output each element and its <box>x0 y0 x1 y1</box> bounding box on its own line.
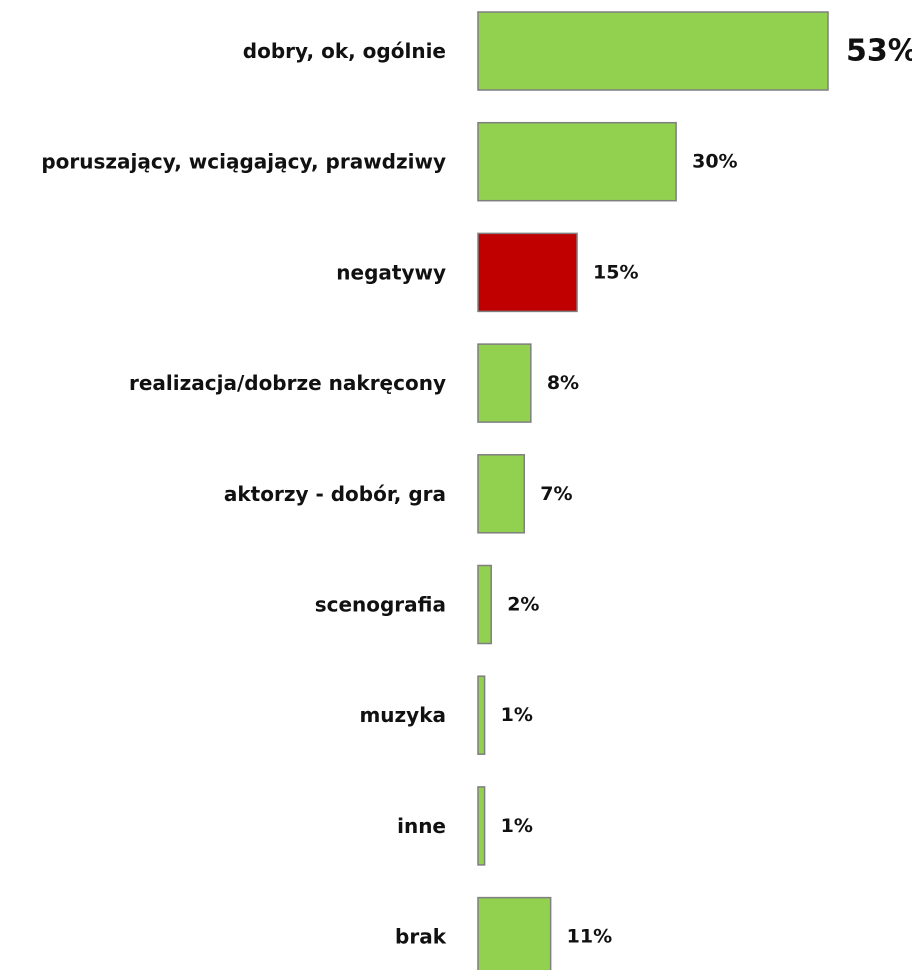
category-label-1: poruszający, wciągający, prawdziwy <box>41 150 446 174</box>
bar-5 <box>477 564 492 645</box>
value-label-5: 2% <box>507 594 539 616</box>
bars-group <box>477 11 829 970</box>
bar-2 <box>477 232 578 313</box>
category-label-4: aktorzy - dobór, gra <box>224 482 446 506</box>
value-label-2: 15% <box>593 261 638 283</box>
bar-4 <box>477 454 525 534</box>
value-label-4: 7% <box>540 483 572 505</box>
bar-6 <box>477 675 486 755</box>
category-label-0: dobry, ok, ogólnie <box>243 39 446 63</box>
category-labels-group: dobry, ok, ogólnie poruszający, wciągając… <box>41 39 446 949</box>
category-label-3: realizacja/dobrze nakręcony <box>129 371 446 395</box>
value-label-7: 1% <box>501 815 533 837</box>
value-label-0: 53% <box>846 34 912 69</box>
value-label-8: 11% <box>567 926 612 948</box>
bar-8 <box>477 896 552 970</box>
bar-1 <box>477 121 677 202</box>
bar-7 <box>477 786 486 866</box>
value-label-6: 1% <box>501 704 533 726</box>
value-label-1: 30% <box>692 151 737 173</box>
category-label-2: negatywy <box>336 260 446 284</box>
value-label-3: 8% <box>547 372 579 394</box>
category-label-5: scenografia <box>315 593 446 617</box>
bar-3 <box>477 343 532 423</box>
value-labels-group: 53% 30% 15% 8% 7% 2% 1% 1% 11% <box>501 34 912 948</box>
category-label-6: muzyka <box>359 703 446 727</box>
category-label-7: inne <box>397 814 446 838</box>
bar-0 <box>477 11 829 91</box>
category-label-8: brak <box>395 925 447 949</box>
